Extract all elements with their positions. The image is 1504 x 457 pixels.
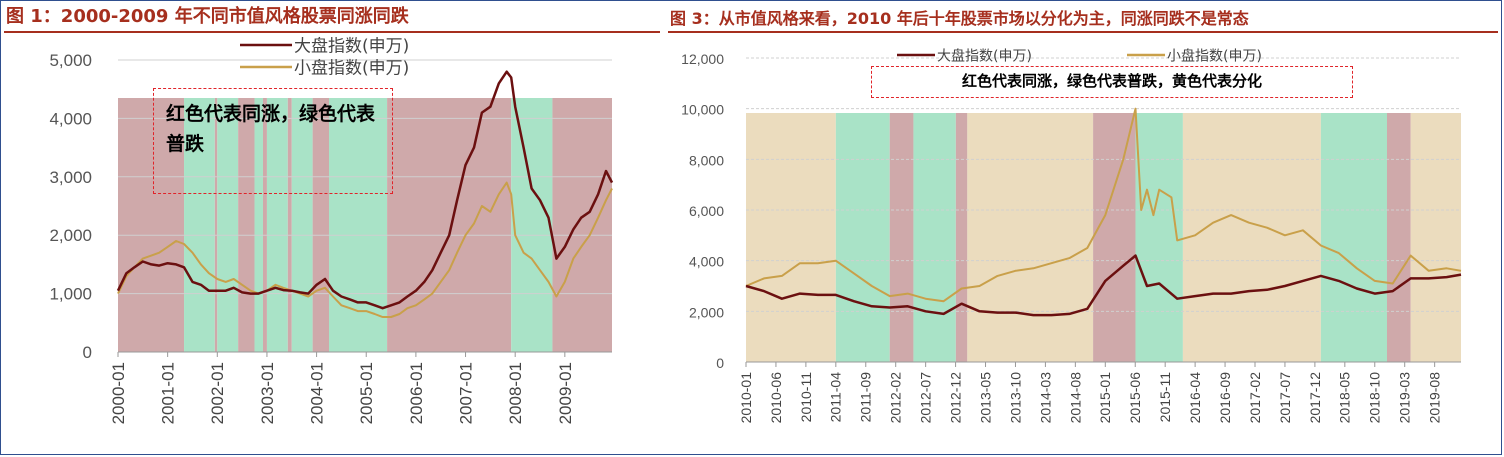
series-line-large-cap: [745, 254, 1462, 317]
y-tick-label: 2,000: [49, 226, 92, 245]
x-tick-label: 2006-01: [407, 362, 426, 424]
regime-band: [238, 98, 255, 352]
x-tick-label: 2012-07: [918, 372, 934, 424]
regime-band: [955, 113, 968, 362]
x-tick-label: 2008-01: [506, 362, 525, 424]
y-tick-label: 12,000: [681, 51, 724, 67]
regime-band: [1386, 113, 1411, 362]
regime-band: [835, 113, 890, 362]
regime-band: [291, 98, 313, 352]
x-tick-label: 2001-01: [159, 362, 178, 424]
chart-title: 图 1：2000-2009 年不同市值风格股票同涨同跌: [6, 6, 409, 27]
x-tick-label: 2002-01: [208, 362, 227, 424]
legend-label: 小盘指数(申万): [1167, 47, 1262, 64]
regime-band: [254, 98, 263, 352]
regime-band: [1135, 113, 1183, 362]
regime-band: [287, 98, 292, 352]
regime-band: [262, 98, 267, 352]
y-tick-label: 4,000: [49, 109, 92, 128]
x-tick-label: 2014-08: [1067, 372, 1083, 424]
chart-panel-2010-2019: 图 3：从市值风格来看，2010 年后十年股票市场以分化为主，同涨同跌不是常态 …: [664, 0, 1502, 455]
x-tick-label: 2019-03: [1397, 372, 1413, 424]
x-tick-label: 2016-09: [1217, 372, 1233, 424]
y-tick-label: 6,000: [689, 203, 724, 219]
regime-band: [329, 98, 388, 352]
y-tick-label: 3,000: [49, 168, 92, 187]
x-tick-label: 2007-01: [456, 362, 475, 424]
regime-band: [118, 98, 185, 352]
y-tick-label: 10,000: [681, 102, 724, 118]
legend-label: 大盘指数(申万): [937, 47, 1032, 64]
regime-band: [1093, 113, 1136, 362]
x-tick-label: 2011-04: [828, 372, 844, 423]
x-tick-label: 2019-08: [1427, 372, 1443, 424]
chart-title: 图 3：从市值风格来看，2010 年后十年股票市场以分化为主，同涨同跌不是常态: [670, 9, 1249, 28]
regime-band: [746, 113, 836, 362]
legend-label: 小盘指数(申万): [294, 58, 409, 78]
regime-band: [913, 113, 956, 362]
x-tick-label: 2011-09: [858, 372, 874, 423]
x-tick-label: 2003-01: [258, 362, 277, 424]
x-tick-label: 2010-06: [768, 372, 784, 424]
x-tick-label: 2016-04: [1187, 372, 1203, 424]
y-tick-label: 2,000: [689, 304, 724, 320]
title-underline: [4, 31, 660, 33]
x-tick-label: 2010-01: [738, 372, 754, 424]
series-line-small-cap: [745, 107, 1462, 303]
chart-svg: 0 1,000 2,000 3,000 4,000 5,000 2000-01 2001-01…: [49, 36, 614, 424]
x-tick-label: 2000-01: [109, 362, 128, 424]
chart-panel-2000-2009: 图 1：2000-2009 年不同市值风格股票同涨同跌 0 1,000 2,000 3…: [0, 0, 664, 455]
y-tick-label: 8,000: [689, 152, 724, 168]
x-tick-label: 2015-01: [1097, 372, 1113, 424]
chart-svg: 0 2,000 4,000 6,000 8,000 10,000 12,000 2010-01…: [681, 47, 1462, 424]
x-tick-label: 2014-03: [1037, 372, 1053, 424]
x-tick-label: 2015-11: [1157, 372, 1173, 423]
regime-band: [511, 98, 553, 352]
x-tick-label: 2009-01: [556, 362, 575, 424]
x-tick-label: 2004-01: [308, 362, 327, 424]
title-underline: [668, 31, 1498, 33]
regime-band: [387, 98, 512, 352]
x-tick-label: 2012-02: [888, 372, 904, 424]
y-tick-label: 0: [716, 355, 724, 371]
legend-label: 大盘指数(申万): [294, 36, 409, 56]
x-tick-label: 2005-01: [357, 362, 376, 424]
x-tick-label: 2013-05: [977, 372, 993, 424]
regime-band: [1410, 113, 1461, 362]
y-tick-label: 5,000: [49, 51, 92, 70]
regime-band: [214, 98, 218, 352]
series-line-large-cap: [116, 70, 614, 310]
chart-annotation: 红色代表同涨，绿色代表普跌: [153, 88, 393, 194]
x-tick-label: 2018-05: [1337, 372, 1353, 424]
regime-band: [552, 98, 612, 352]
x-tick-label: 2012-12: [947, 372, 963, 424]
y-tick-label: 0: [83, 343, 92, 362]
x-tick-label: 2010-11: [798, 372, 814, 423]
regime-band: [184, 98, 215, 352]
x-tick-label: 2018-10: [1367, 372, 1383, 424]
x-tick-label: 2017-02: [1247, 372, 1263, 424]
x-tick-label: 2015-06: [1127, 372, 1143, 424]
x-tick-label: 2013-10: [1007, 372, 1023, 424]
x-tick-label: 2017-07: [1277, 372, 1293, 424]
series-line-small-cap: [117, 181, 613, 318]
y-tick-label: 4,000: [689, 254, 724, 270]
chart-annotation: 红色代表同涨，绿色代表普跌，黄色代表分化: [871, 66, 1353, 98]
y-tick-label: 1,000: [49, 285, 92, 304]
regime-band: [1320, 113, 1387, 362]
x-tick-label: 2017-12: [1307, 372, 1323, 424]
regime-band: [889, 113, 914, 362]
regime-band: [967, 113, 1094, 362]
regime-band: [1182, 113, 1321, 362]
